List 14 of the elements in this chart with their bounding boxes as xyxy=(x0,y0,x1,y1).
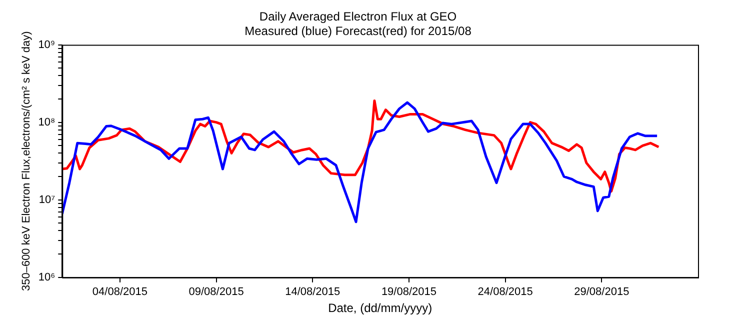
x-tick-label: 09/08/2015 xyxy=(188,286,244,298)
chart-subtitle: Measured (blue) Forecast(red) for 2015/08 xyxy=(244,24,472,38)
x-tick-label: 04/08/2015 xyxy=(92,286,148,298)
x-tick-label: 24/08/2015 xyxy=(478,286,533,298)
y-tick-label: 10⁶ xyxy=(38,271,56,284)
y-tick-label: 10⁹ xyxy=(38,38,56,51)
x-tick-label: 14/08/2015 xyxy=(285,286,340,298)
y-tick-label: 10⁷ xyxy=(38,194,56,206)
y-tick-label: 10⁸ xyxy=(38,116,56,128)
chart-title: Daily Averaged Electron Flux at GEO xyxy=(259,10,457,24)
x-axis-title: Date, (dd/mm/yyyy) xyxy=(328,301,432,316)
x-tick-label: 29/08/2015 xyxy=(574,286,630,298)
y-axis-title: 350–600 keV Electron Flux,electrons/(cm² s keV day) xyxy=(20,31,33,292)
x-tick-label: 19/08/2015 xyxy=(381,286,437,298)
